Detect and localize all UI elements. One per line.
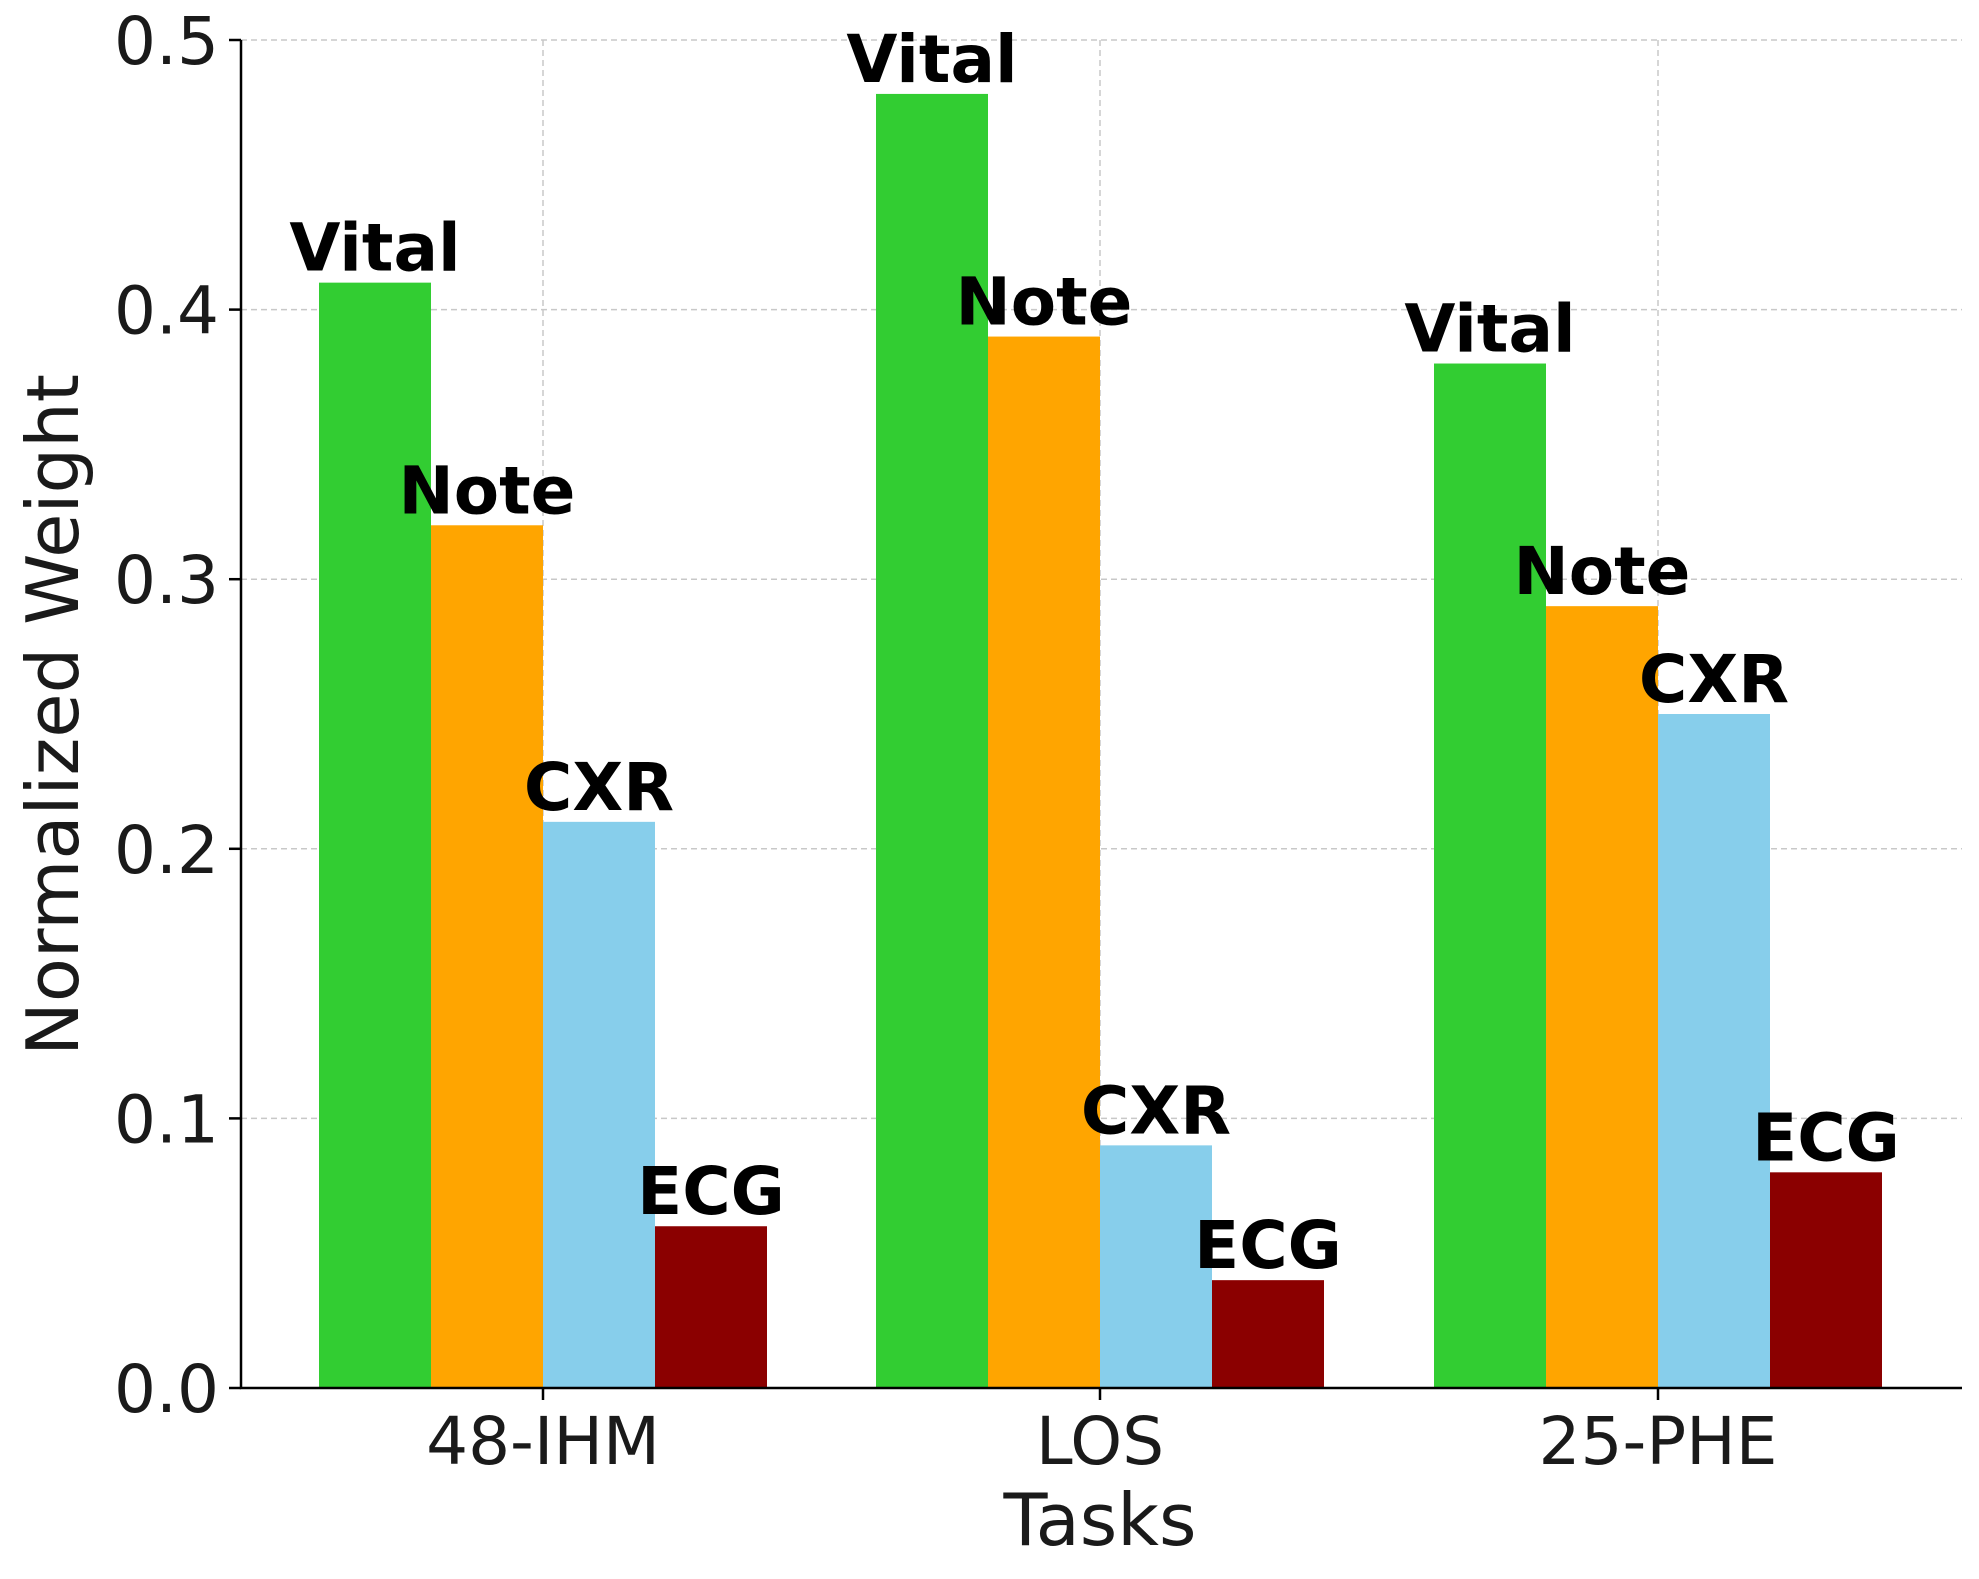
- bar-vital-25-phe: [1434, 363, 1546, 1388]
- bar-label-ecg: ECG: [637, 1153, 785, 1230]
- bar-label-cxr: CXR: [1081, 1072, 1231, 1149]
- bar-vital-48-ihm: [319, 282, 431, 1388]
- y-tick-label: 0.0: [114, 1351, 219, 1428]
- bar-note-los: [988, 336, 1100, 1388]
- x-axis-title: Tasks: [1003, 1478, 1197, 1562]
- x-axis-ticks: 48-IHM LOS 25-PHE: [426, 1388, 1777, 1480]
- x-tick-label: 48-IHM: [426, 1403, 660, 1480]
- bar-labels: Vital Vital Vital Note Note Note CXR CXR CXR ECG E…: [289, 21, 1899, 1284]
- y-tick-label: 0.3: [114, 542, 219, 619]
- bar-vital-los: [876, 93, 988, 1388]
- y-axis-title: Normalized Weight: [11, 374, 95, 1056]
- y-tick-label: 0.5: [114, 3, 219, 80]
- bar-label-cxr: CXR: [1639, 641, 1789, 718]
- bar-label-vital: Vital: [289, 210, 460, 287]
- x-tick-label: LOS: [1036, 1403, 1164, 1480]
- bar-label-note: Note: [399, 452, 576, 529]
- y-tick-label: 0.4: [114, 273, 219, 350]
- bar-ecg-los: [1212, 1280, 1324, 1388]
- bar-note-25-phe: [1546, 606, 1658, 1388]
- bar-note-48-ihm: [431, 525, 543, 1388]
- bar-label-note: Note: [1514, 533, 1691, 610]
- bar-label-vital: Vital: [846, 21, 1017, 98]
- bar-label-vital: Vital: [1404, 291, 1575, 368]
- bar-label-cxr: CXR: [524, 749, 674, 826]
- bar-label-ecg: ECG: [1194, 1207, 1342, 1284]
- bar-ecg-25-phe: [1770, 1172, 1882, 1388]
- bars: [319, 93, 1882, 1388]
- bar-ecg-48-ihm: [655, 1226, 767, 1388]
- bar-label-note: Note: [956, 264, 1133, 341]
- y-tick-label: 0.1: [114, 1081, 219, 1158]
- bar-label-ecg: ECG: [1752, 1099, 1900, 1176]
- y-axis-ticks: 0.0 0.1 0.2 0.3 0.4 0.5: [114, 3, 241, 1428]
- x-tick-label: 25-PHE: [1539, 1403, 1778, 1480]
- bar-cxr-48-ihm: [543, 821, 655, 1388]
- y-tick-label: 0.2: [114, 812, 219, 889]
- bar-cxr-25-phe: [1658, 714, 1770, 1388]
- bar-cxr-los: [1100, 1145, 1212, 1388]
